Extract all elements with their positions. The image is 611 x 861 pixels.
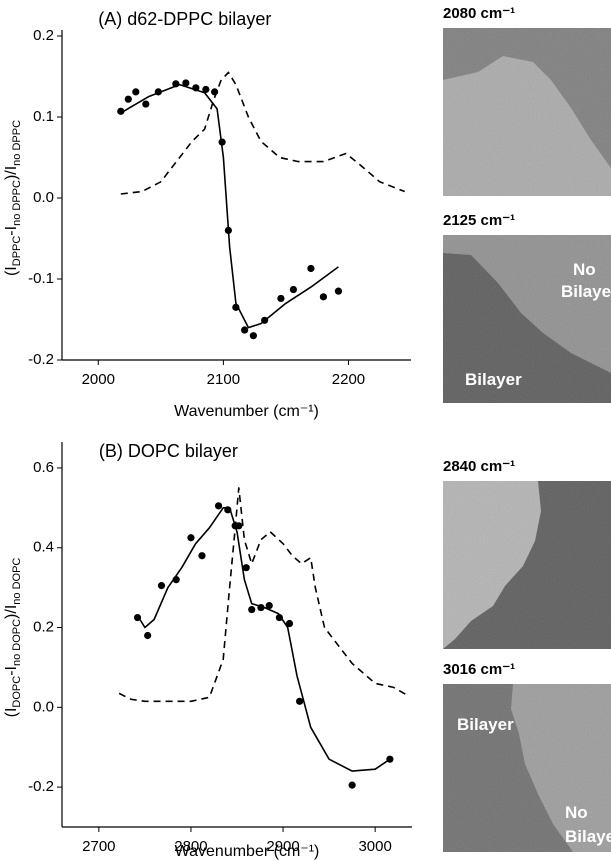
y-axis-label: (IDPPC-Ino DPPC)/Ino DPPC <box>3 120 23 276</box>
y-axis-label: (IDOPC-Ino DOPC)/Ino DOPC <box>3 558 23 718</box>
image-label: 3016 cm⁻¹ <box>443 661 515 678</box>
y-tick-label: 0.6 <box>33 459 54 476</box>
data-point <box>117 107 125 115</box>
data-point <box>187 534 195 542</box>
micrograph <box>443 28 611 196</box>
image-annotation: No <box>565 803 588 822</box>
image-annotation: Bilayer <box>465 370 522 389</box>
data-point <box>289 285 298 294</box>
data-point <box>235 522 243 530</box>
y-label-part: DPPC <box>11 236 23 267</box>
data-point <box>241 326 249 334</box>
data-point <box>307 264 315 273</box>
y-label-part: )/I <box>3 605 20 619</box>
data-point <box>334 287 343 295</box>
chart-title: (A) d62-DPPC bilayer <box>98 9 271 29</box>
data-point <box>202 85 210 94</box>
x-tick-label: 2800 <box>174 838 207 855</box>
x-axis-label: Wavenumber (cm⁻¹) <box>174 403 319 420</box>
data-point <box>132 88 140 96</box>
data-point <box>296 697 304 705</box>
data-point <box>248 605 256 614</box>
fit-line <box>136 507 391 772</box>
x-tick-label: 2000 <box>82 371 115 388</box>
data-point <box>275 613 283 622</box>
data-point <box>285 619 294 628</box>
y-tick-label: 0.0 <box>33 698 54 715</box>
x-tick-label: 3000 <box>358 838 391 855</box>
y-tick-label: 0.1 <box>33 108 54 125</box>
image-label: 2080 cm⁻¹ <box>443 5 515 22</box>
image-annotation: Bilayer <box>565 827 611 846</box>
x-axis-label: Wavenumber (cm⁻¹) <box>175 843 320 860</box>
y-label-part: DOPC <box>11 676 23 708</box>
data-point <box>142 100 150 108</box>
image-noise <box>443 235 611 403</box>
y-label-part: no DOPC <box>11 558 23 605</box>
image-annotation: No <box>573 260 596 279</box>
x-tick-label: 2200 <box>332 371 365 388</box>
dashed-line <box>120 71 405 195</box>
y-tick-label: 0.2 <box>33 618 54 635</box>
data-point <box>348 781 356 789</box>
x-tick-label: 2900 <box>266 838 299 855</box>
data-point <box>214 502 223 510</box>
image-annotation: Bilayer <box>457 715 514 734</box>
y-label-part: no DPPC <box>11 120 23 166</box>
image-annotation: Bilayer <box>561 282 611 301</box>
fit-line <box>120 83 339 329</box>
y-label-part: no DPPC <box>11 180 23 226</box>
dashed-line <box>118 487 408 703</box>
data-point <box>319 293 328 301</box>
data-point <box>124 95 132 103</box>
y-label-part: (I <box>3 708 20 718</box>
image-noise <box>443 28 611 196</box>
image-label: 2125 cm⁻¹ <box>443 212 515 229</box>
image-noise <box>443 684 611 852</box>
data-point <box>157 582 166 590</box>
y-label-part: -I <box>3 666 20 676</box>
image-noise <box>443 481 611 649</box>
y-label-part: (I <box>3 266 20 276</box>
y-label-part: -I <box>3 226 20 236</box>
data-point <box>265 601 273 610</box>
micrograph <box>443 481 611 649</box>
image-label: 2840 cm⁻¹ <box>443 458 515 475</box>
x-tick-label: 2100 <box>207 371 240 388</box>
data-point <box>198 552 206 560</box>
micrograph: No Bilayer Bilayer <box>443 235 611 403</box>
data-point <box>182 79 190 87</box>
y-tick-label: -0.2 <box>28 778 54 795</box>
y-label-part: )/I <box>3 166 20 180</box>
y-tick-label: 0.4 <box>33 539 54 556</box>
data-point <box>277 294 285 303</box>
y-tick-label: -0.1 <box>28 270 54 287</box>
chart-title: (B) DOPC bilayer <box>99 441 238 461</box>
micrograph: Bilayer No Bilayer <box>443 684 611 852</box>
data-point <box>144 631 152 640</box>
y-label-part: no DOPC <box>11 619 23 666</box>
y-tick-label: 0.0 <box>33 189 54 206</box>
y-tick-label: 0.2 <box>33 27 54 44</box>
data-point <box>242 564 250 572</box>
y-tick-label: -0.2 <box>28 351 54 368</box>
x-tick-label: 2700 <box>82 838 115 855</box>
data-point <box>249 332 257 340</box>
